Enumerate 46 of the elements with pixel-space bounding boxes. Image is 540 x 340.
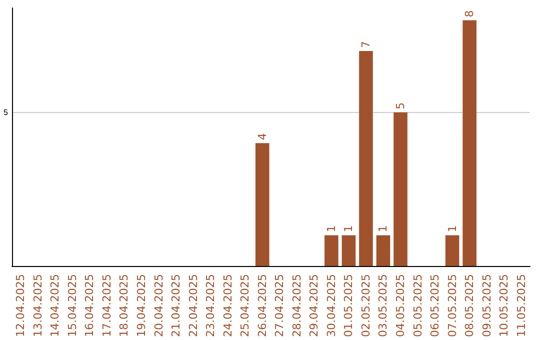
bar <box>445 235 460 266</box>
x-tick-label: 12.04.2025 <box>14 274 28 338</box>
x-tick-label: 30.04.2025 <box>324 274 338 338</box>
x-tick-label: 14.04.2025 <box>48 274 62 338</box>
x-tick-label: 25.04.2025 <box>238 274 252 338</box>
data-label: 8 <box>463 10 476 18</box>
x-tick-label: 06.05.2025 <box>428 274 442 338</box>
bar <box>342 235 356 266</box>
x-tick-label: 10.05.2025 <box>498 274 511 338</box>
x-tick-label: 01.05.2025 <box>342 274 356 338</box>
x-tick-label: 03.05.2025 <box>376 274 390 338</box>
x-tick-label: 28.04.2025 <box>290 274 304 338</box>
x-tick-label: 23.04.2025 <box>204 274 218 338</box>
x-tick-label: 04.05.2025 <box>394 274 407 338</box>
x-tick-label: 20.04.2025 <box>152 274 166 338</box>
x-tick-label: 08.05.2025 <box>463 274 476 338</box>
data-label: 7 <box>359 41 372 48</box>
data-label: 1 <box>324 225 338 232</box>
bar <box>324 235 338 266</box>
x-tick-label: 16.04.2025 <box>83 274 96 338</box>
x-tick-label: 21.04.2025 <box>170 274 183 338</box>
bar <box>359 51 373 266</box>
bar <box>376 235 390 266</box>
bar <box>462 20 476 266</box>
data-label: 1 <box>446 225 459 232</box>
x-tick-label: 07.05.2025 <box>446 274 459 338</box>
x-tick-label: 17.04.2025 <box>100 274 114 338</box>
bar <box>394 112 408 266</box>
x-tick-label: 09.05.2025 <box>480 274 494 338</box>
x-tick-label: 29.04.2025 <box>308 274 321 338</box>
x-tick-label: 02.05.2025 <box>359 274 372 338</box>
data-label: 5 <box>394 102 407 110</box>
x-tick-label: 22.04.2025 <box>186 274 200 338</box>
x-tick-label: 18.04.2025 <box>118 274 131 338</box>
x-tick-label: 13.04.2025 <box>31 274 44 338</box>
data-label: 1 <box>376 225 390 232</box>
x-tick-label: 27.04.2025 <box>273 274 286 338</box>
data-label: 4 <box>256 133 269 140</box>
x-tick-label: 26.04.2025 <box>256 274 269 338</box>
x-tick-label: 15.04.2025 <box>66 274 79 338</box>
data-label: 1 <box>342 225 356 232</box>
x-tick-label: 05.05.2025 <box>411 274 424 338</box>
x-tick-label: 11.05.2025 <box>514 274 528 338</box>
x-tick-label: 24.04.2025 <box>221 274 234 338</box>
x-tick-label: 19.04.2025 <box>135 274 148 338</box>
bar <box>255 143 270 266</box>
